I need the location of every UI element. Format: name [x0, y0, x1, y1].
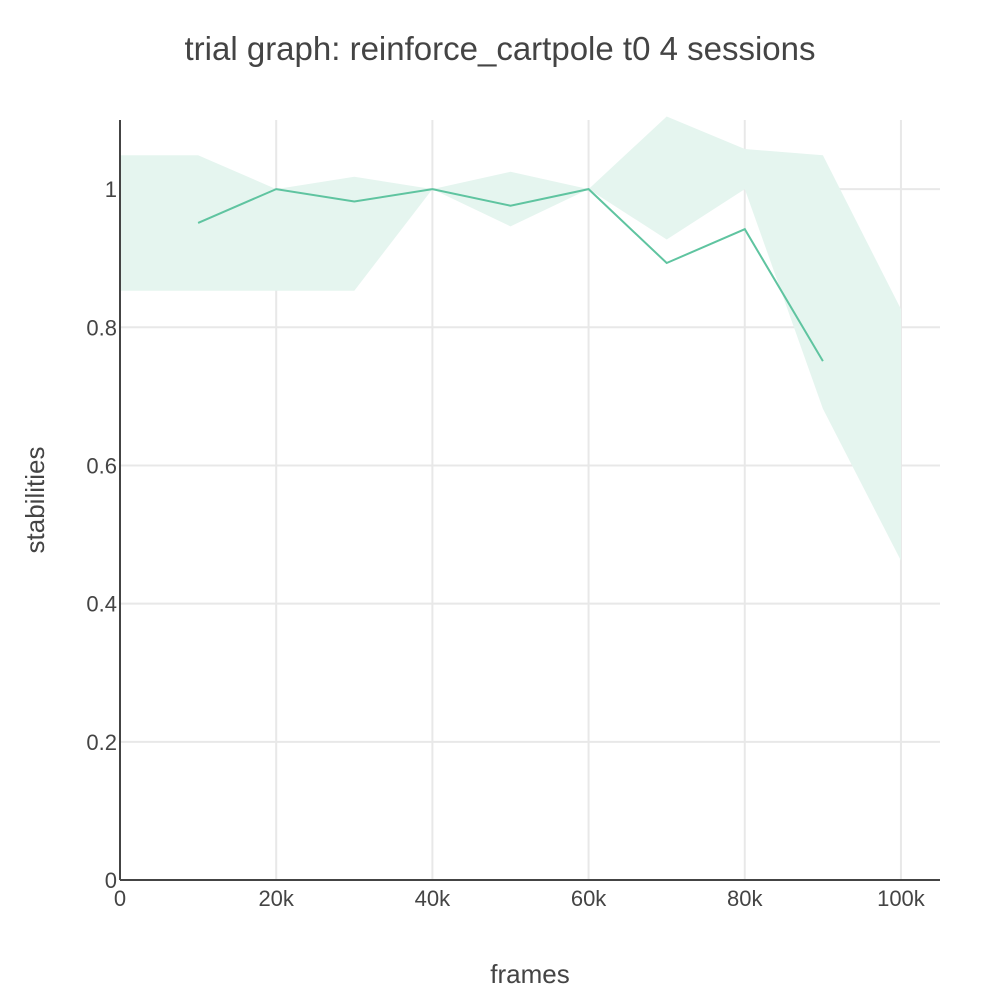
y-tick-label: 1: [105, 177, 117, 202]
y-axis-label: stabilities: [20, 447, 50, 554]
tick-layer: 0 0.2 0.4 0.6 0.8 1 0 20k 40k 60k 80k 100k: [86, 177, 925, 911]
series-line: [197, 188, 824, 362]
series-layer: [197, 188, 824, 362]
axis-layer: [119, 120, 940, 881]
x-tick-label: 40k: [415, 886, 451, 911]
y-tick-label: 0.8: [86, 315, 117, 340]
x-tick-label: 0: [114, 886, 126, 911]
y-tick-label: 0.4: [86, 592, 117, 617]
x-tick-label: 60k: [571, 886, 607, 911]
x-axis-label: frames: [490, 959, 569, 989]
y-tick-label: 0.2: [86, 730, 117, 755]
band-layer: [120, 116, 901, 561]
y-tick-label: 0: [105, 868, 117, 893]
x-tick-label: 20k: [258, 886, 294, 911]
chart-title: trial graph: reinforce_cartpole t0 4 ses…: [185, 30, 816, 67]
x-tick-label: 100k: [877, 886, 926, 911]
error-band: [120, 116, 901, 561]
y-tick-label: 0.6: [86, 453, 117, 478]
x-tick-label: 80k: [727, 886, 763, 911]
